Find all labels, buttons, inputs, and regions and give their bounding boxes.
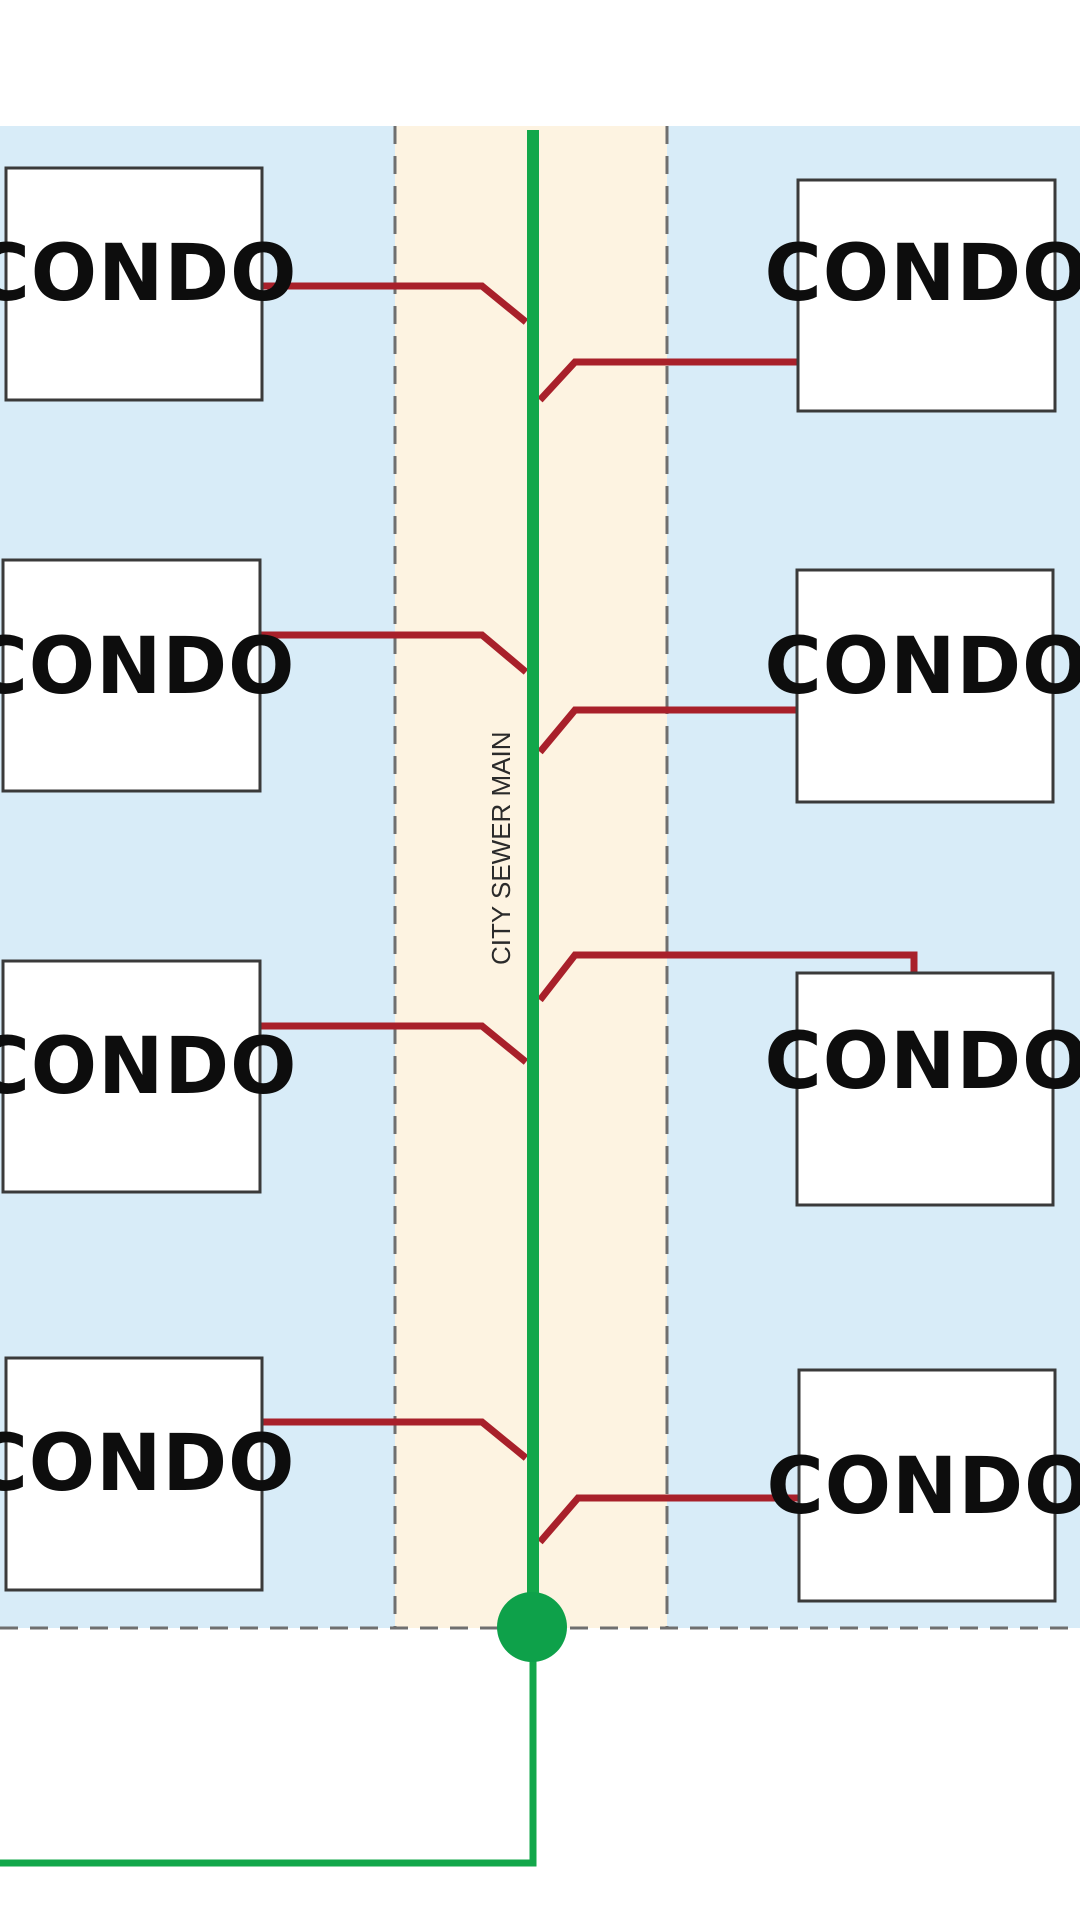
condo-label: CONDO bbox=[0, 1022, 297, 1112]
sewer-junction-node bbox=[497, 1592, 567, 1662]
lateral-right-3 bbox=[537, 951, 918, 1003]
condo-left-4: CONDO bbox=[0, 1356, 295, 1592]
lateral-pipes bbox=[260, 282, 918, 1545]
lateral-left-1 bbox=[262, 282, 529, 325]
condo-label: CONDO bbox=[0, 1419, 295, 1509]
lateral-left-2 bbox=[260, 631, 529, 675]
condo-label: CONDO bbox=[0, 229, 297, 319]
condo-label: CONDO bbox=[765, 229, 1080, 319]
condo-left-2: CONDO bbox=[0, 558, 295, 793]
condo-label: CONDO bbox=[767, 1442, 1080, 1532]
condo-right-2: CONDO bbox=[765, 568, 1080, 804]
condo-label: CONDO bbox=[0, 622, 295, 712]
sewer-outflow-line bbox=[0, 1628, 537, 1867]
condo-label: CONDO bbox=[765, 622, 1080, 712]
condo-right-1: CONDO bbox=[765, 178, 1080, 413]
condo-right-4: CONDO bbox=[767, 1368, 1080, 1603]
lateral-right-2 bbox=[537, 706, 797, 755]
condo-label: CONDO bbox=[765, 1017, 1080, 1107]
lateral-right-4 bbox=[537, 1494, 799, 1545]
sewer-main-label: CITY SEWER MAIN bbox=[486, 731, 516, 965]
condo-left-1: CONDO bbox=[0, 166, 297, 402]
condo-right-3: CONDO bbox=[765, 971, 1080, 1207]
lateral-right-1 bbox=[537, 358, 798, 403]
lateral-left-4 bbox=[262, 1418, 529, 1461]
condo-left-3: CONDO bbox=[0, 959, 297, 1194]
lateral-left-3 bbox=[260, 1022, 529, 1065]
